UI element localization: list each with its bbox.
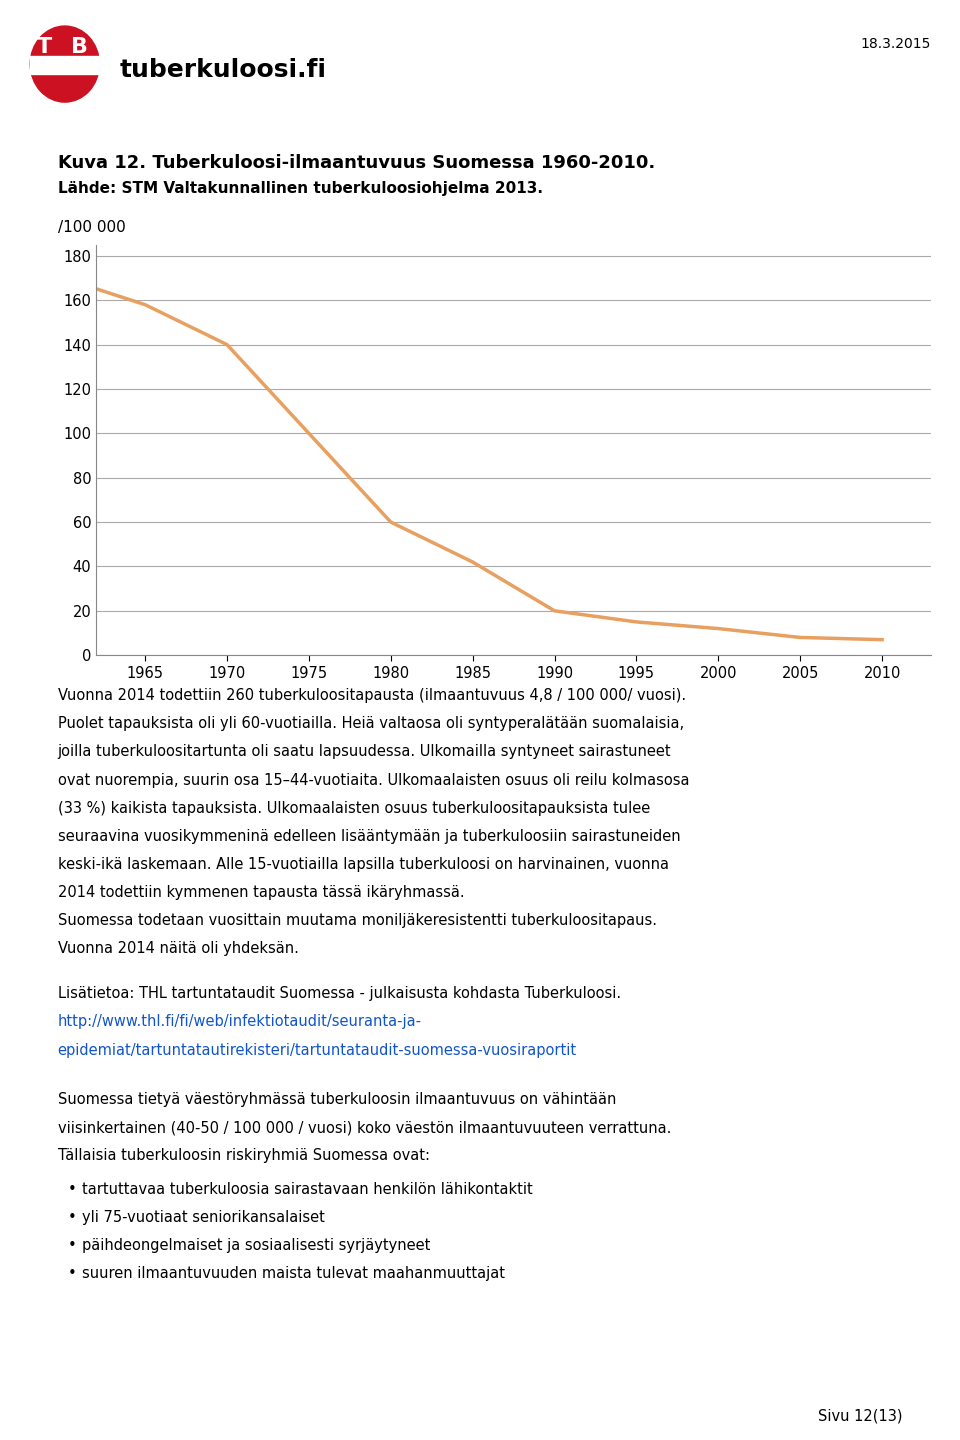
Text: keski-ikä laskemaan. Alle 15-vuotiailla lapsilla tuberkuloosi on harvinainen, vu: keski-ikä laskemaan. Alle 15-vuotiailla … — [58, 857, 668, 871]
Text: •: • — [67, 1238, 77, 1253]
Text: •: • — [67, 1182, 77, 1197]
Text: joilla tuberkuloositartunta oli saatu lapsuudessa. Ulkomailla syntyneet sairastu: joilla tuberkuloositartunta oli saatu la… — [58, 744, 671, 759]
Text: tuberkuloosi.fi: tuberkuloosi.fi — [120, 58, 327, 82]
Text: 18.3.2015: 18.3.2015 — [861, 37, 931, 52]
Text: (33 %) kaikista tapauksista. Ulkomaalaisten osuus tuberkuloositapauksista tulee: (33 %) kaikista tapauksista. Ulkomaalais… — [58, 801, 650, 815]
Text: Suomessa todetaan vuosittain muutama moniljäkeresistentti tuberkuloositapaus.: Suomessa todetaan vuosittain muutama mon… — [58, 913, 657, 927]
Text: seuraavina vuosikymmeninä edelleen lisääntymään ja tuberkuloosiin sairastuneiden: seuraavina vuosikymmeninä edelleen lisää… — [58, 829, 681, 844]
Text: /100 000: /100 000 — [58, 220, 126, 235]
Text: •: • — [67, 1267, 77, 1282]
Text: T: T — [37, 36, 52, 56]
Text: Lähde: STM Valtakunnallinen tuberkuloosiohjelma 2013.: Lähde: STM Valtakunnallinen tuberkuloosi… — [58, 181, 542, 196]
Text: tartuttavaa tuberkuloosia sairastavaan henkilön lähikontaktit: tartuttavaa tuberkuloosia sairastavaan h… — [82, 1182, 533, 1197]
Text: epidemiat/tartuntatautirekisteri/tartuntataudit-suomessa-vuosiraportit: epidemiat/tartuntatautirekisteri/tartunt… — [58, 1043, 577, 1057]
Text: Kuva 12. Tuberkuloosi-ilmaantuvuus Suomessa 1960-2010.: Kuva 12. Tuberkuloosi-ilmaantuvuus Suome… — [58, 154, 655, 171]
Text: Suomessa tietyä väestöryhmässä tuberkuloosin ilmaantuvuus on vähintään: Suomessa tietyä väestöryhmässä tuberkulo… — [58, 1093, 616, 1107]
Circle shape — [30, 26, 100, 102]
Text: Sivu 12(13): Sivu 12(13) — [818, 1408, 902, 1423]
Text: Vuonna 2014 todettiin 260 tuberkuloositapausta (ilmaantuvuus 4,8 / 100 000/ vuos: Vuonna 2014 todettiin 260 tuberkuloosita… — [58, 688, 685, 703]
Text: Tällaisia tuberkuloosin riskiryhmiä Suomessa ovat:: Tällaisia tuberkuloosin riskiryhmiä Suom… — [58, 1149, 430, 1164]
Bar — [31, 56, 100, 73]
Text: 2014 todettiin kymmenen tapausta tässä ikäryhmassä.: 2014 todettiin kymmenen tapausta tässä i… — [58, 884, 465, 900]
Text: B: B — [71, 36, 87, 56]
Text: viisinkertainen (40-50 / 100 000 / vuosi) koko väestön ilmaantuvuuteen verrattun: viisinkertainen (40-50 / 100 000 / vuosi… — [58, 1120, 671, 1135]
Text: •: • — [67, 1211, 77, 1225]
Text: Lisätietoa: THL tartuntataudit Suomessa - julkaisusta kohdasta Tuberkuloosi.: Lisätietoa: THL tartuntataudit Suomessa … — [58, 986, 621, 1001]
Text: Vuonna 2014 näitä oli yhdeksän.: Vuonna 2014 näitä oli yhdeksän. — [58, 942, 299, 956]
Text: yli 75-vuotiaat seniorikansalaiset: yli 75-vuotiaat seniorikansalaiset — [82, 1211, 324, 1225]
Text: Puolet tapauksista oli yli 60-vuotiailla. Heiä valtaosa oli syntyperalätään suom: Puolet tapauksista oli yli 60-vuotiailla… — [58, 716, 684, 732]
Text: suuren ilmaantuvuuden maista tulevat maahanmuuttajat: suuren ilmaantuvuuden maista tulevat maa… — [82, 1267, 505, 1282]
Text: ovat nuorempia, suurin osa 15–44-vuotiaita. Ulkomaalaisten osuus oli reilu kolma: ovat nuorempia, suurin osa 15–44-vuotiai… — [58, 772, 689, 788]
Text: päihdeongelmaiset ja sosiaalisesti syrjäytyneet: päihdeongelmaiset ja sosiaalisesti syrjä… — [82, 1238, 430, 1253]
Text: http://www.thl.fi/fi/web/infektiotaudit/seuranta-ja-: http://www.thl.fi/fi/web/infektiotaudit/… — [58, 1015, 421, 1030]
